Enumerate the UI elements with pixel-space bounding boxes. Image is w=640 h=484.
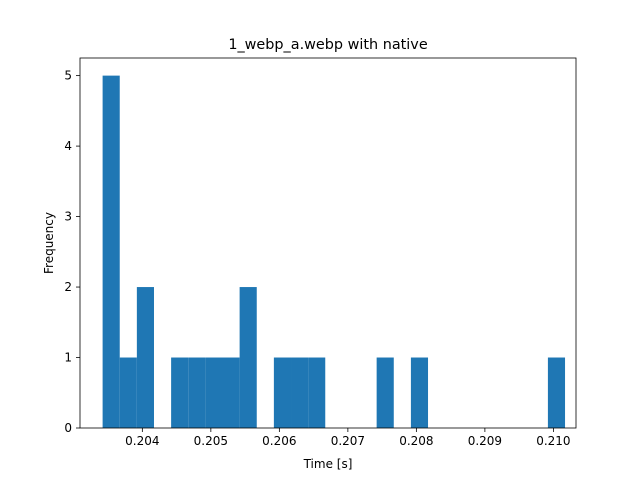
x-tick-label: 0.207 (331, 434, 365, 448)
histogram-bar (119, 357, 137, 428)
x-axis-ticks: 0.204 0.205 0.206 0.207 0.208 0.209 0.210 (125, 428, 571, 448)
histogram-bar (273, 357, 292, 428)
histogram-bar (308, 357, 326, 428)
y-tick-label: 0 (64, 421, 72, 435)
y-axis-ticks: 0 1 2 3 4 5 (64, 69, 80, 435)
histogram-bar (188, 357, 206, 428)
y-tick-label: 4 (64, 139, 72, 153)
x-tick-label: 0.208 (399, 434, 433, 448)
histogram-bar (102, 75, 120, 429)
histogram-bar (291, 357, 309, 428)
plot-frame (79, 57, 577, 429)
chart-title: 1_webp_a.webp with native (228, 37, 428, 53)
histogram-bar (239, 287, 257, 428)
x-tick-label: 0.206 (262, 434, 296, 448)
y-axis-label: Frequency (42, 212, 56, 274)
y-tick-label: 3 (64, 210, 72, 224)
histogram-bar (205, 357, 223, 428)
bars-layer (102, 75, 566, 429)
histogram-bar (222, 357, 240, 428)
x-axis-label: Time [s] (303, 457, 353, 471)
y-tick-label: 2 (64, 280, 72, 294)
histogram-bar (547, 357, 566, 428)
histogram-bar (376, 357, 394, 428)
histogram-bar (171, 357, 189, 428)
histogram-bar (410, 357, 429, 428)
histogram-bar (136, 287, 154, 428)
x-tick-label: 0.205 (194, 434, 228, 448)
y-tick-label: 1 (64, 351, 72, 365)
x-tick-label: 0.210 (536, 434, 570, 448)
x-tick-label: 0.204 (125, 434, 159, 448)
y-tick-label: 5 (64, 69, 72, 83)
x-tick-label: 0.209 (468, 434, 502, 448)
